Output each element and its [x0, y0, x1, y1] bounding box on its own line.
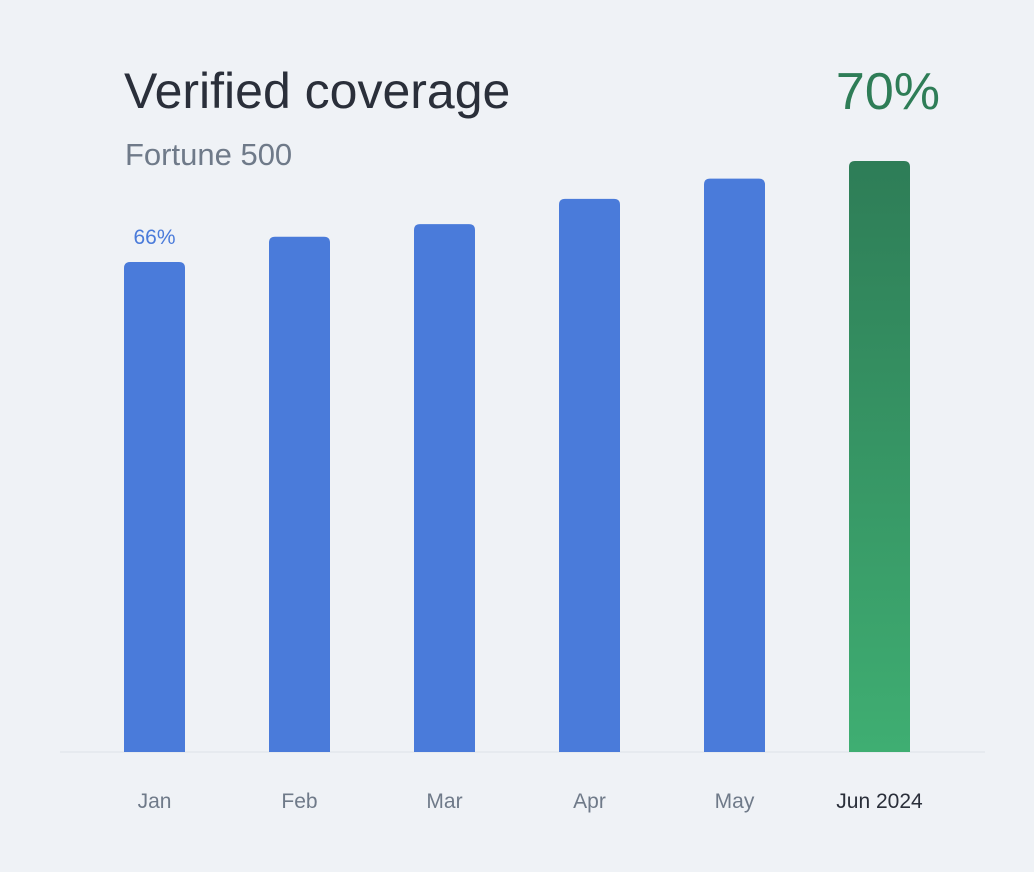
bar-jun-2024	[849, 161, 910, 752]
x-tick-label: Mar	[426, 790, 462, 813]
chart-subtitle: Fortune 500	[125, 137, 293, 172]
bar-feb	[269, 236, 330, 752]
headline-value: 70%	[835, 63, 940, 121]
bar-mar	[414, 224, 475, 753]
bar-jan	[124, 262, 185, 752]
bar-apr	[559, 198, 620, 752]
x-tick-label: Jan	[138, 790, 172, 813]
x-tick-label: Apr	[573, 790, 606, 813]
bar-may	[704, 178, 765, 752]
x-tick-label: Jun 2024	[836, 790, 923, 813]
chart-title: Verified coverage	[124, 63, 511, 119]
x-tick-label: Feb	[281, 790, 317, 813]
data-label: 66%	[133, 226, 175, 249]
x-tick-label: May	[715, 790, 755, 813]
